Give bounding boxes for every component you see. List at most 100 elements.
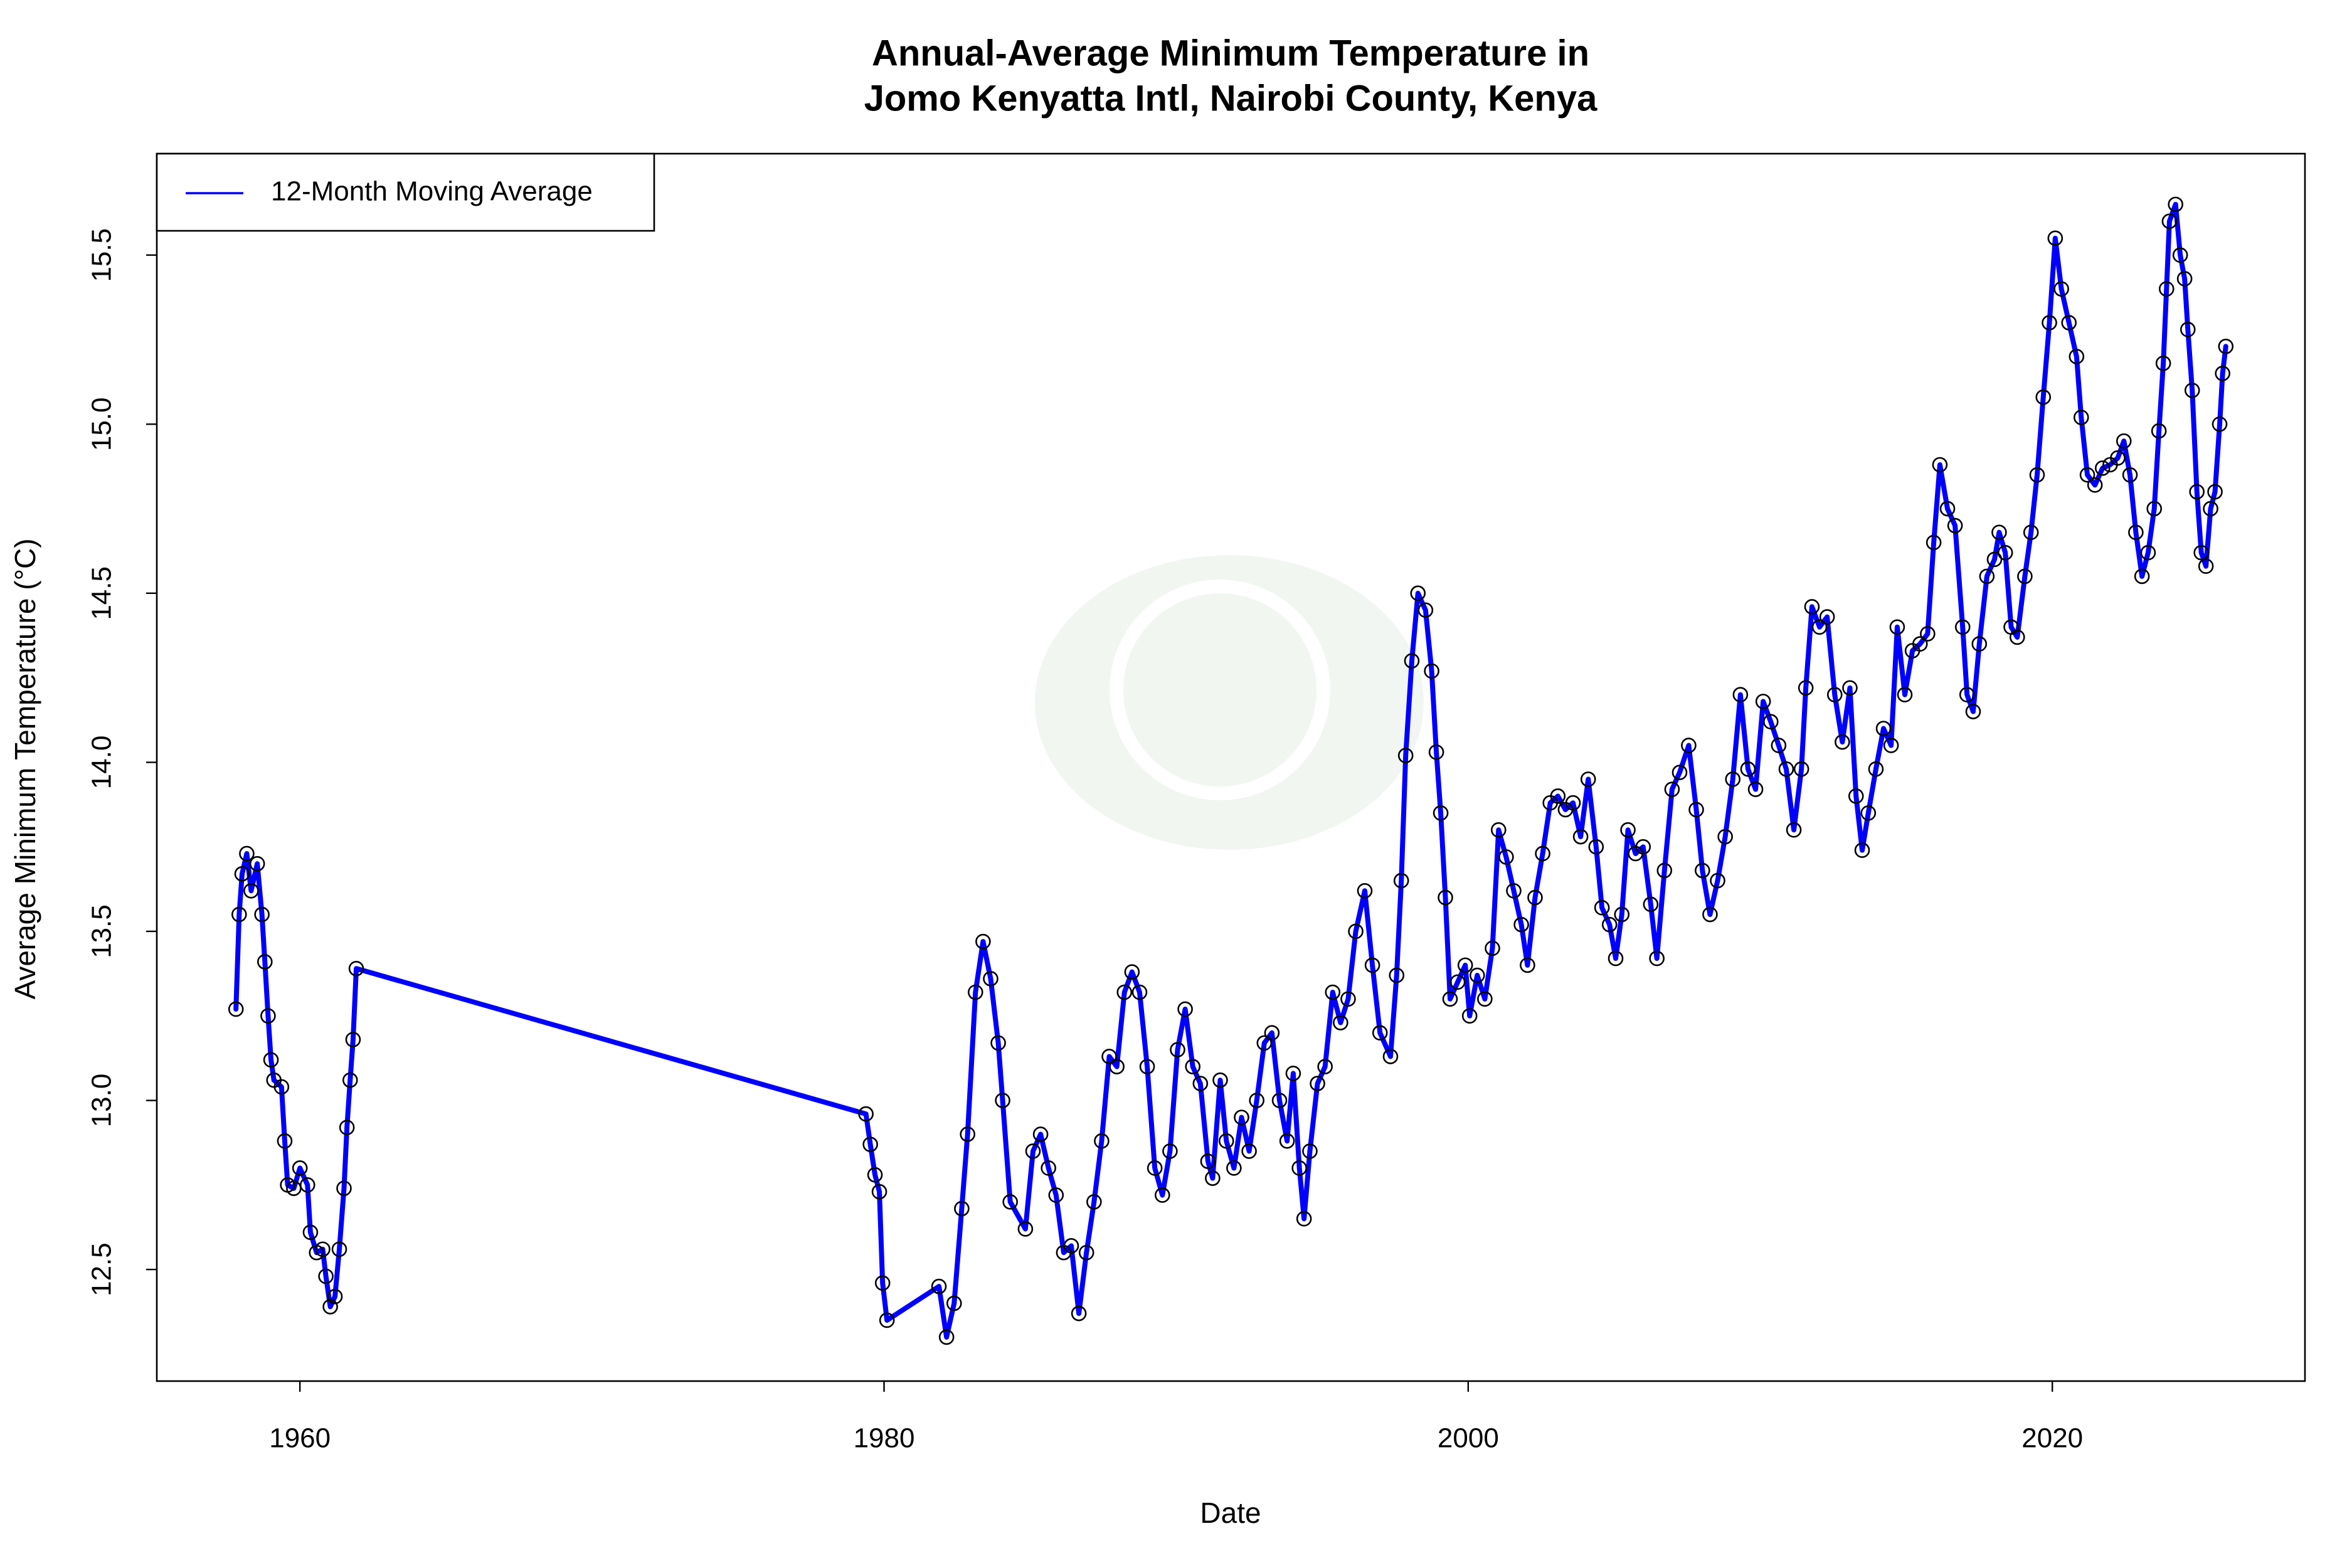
point bbox=[1778, 761, 1794, 777]
point bbox=[1131, 984, 1148, 1000]
point bbox=[1333, 1015, 1348, 1030]
point bbox=[1002, 1194, 1018, 1210]
watermark-disc bbox=[1035, 555, 1424, 850]
point bbox=[2215, 366, 2230, 381]
point bbox=[2069, 349, 2085, 364]
point bbox=[1101, 1049, 1117, 1064]
point bbox=[1710, 872, 1725, 889]
point bbox=[2184, 383, 2200, 398]
point bbox=[254, 906, 270, 923]
point bbox=[1485, 940, 1500, 956]
point bbox=[239, 845, 255, 862]
point bbox=[2203, 501, 2218, 517]
point bbox=[1959, 687, 1975, 702]
point bbox=[2212, 416, 2228, 432]
point bbox=[1124, 964, 1140, 980]
point bbox=[1932, 457, 1948, 473]
point bbox=[2047, 230, 2063, 246]
point bbox=[879, 1312, 895, 1328]
point bbox=[1755, 694, 1771, 709]
point bbox=[1404, 653, 1420, 669]
point bbox=[1979, 568, 1995, 585]
point bbox=[1954, 619, 1971, 635]
point bbox=[231, 906, 247, 923]
point bbox=[1965, 704, 1981, 719]
point bbox=[2116, 433, 2132, 449]
point bbox=[2189, 484, 2205, 500]
point bbox=[862, 1136, 878, 1152]
point bbox=[1428, 744, 1444, 760]
y-tick-label: 13.0 bbox=[87, 1074, 117, 1128]
plot-frame bbox=[156, 152, 2306, 1382]
point bbox=[1185, 1059, 1201, 1074]
x-tick-label: 1960 bbox=[269, 1423, 331, 1454]
point bbox=[1740, 761, 1756, 777]
point bbox=[983, 971, 999, 987]
point bbox=[1162, 1143, 1178, 1159]
point bbox=[1017, 1221, 1034, 1237]
point bbox=[348, 960, 364, 977]
point bbox=[1875, 721, 1892, 736]
point bbox=[2122, 467, 2138, 483]
x-tick-label: 1980 bbox=[854, 1423, 915, 1454]
markers bbox=[228, 196, 2234, 1345]
point bbox=[1449, 974, 1466, 990]
point bbox=[228, 1001, 244, 1017]
point bbox=[1364, 957, 1380, 973]
point bbox=[995, 1093, 1010, 1108]
point bbox=[2151, 423, 2167, 439]
point bbox=[2168, 196, 2184, 213]
point bbox=[315, 1241, 331, 1258]
y-tick-label: 15.0 bbox=[87, 397, 117, 451]
point bbox=[946, 1295, 962, 1311]
point bbox=[1860, 805, 1877, 821]
point bbox=[1920, 626, 1936, 642]
point bbox=[2023, 524, 2039, 541]
point bbox=[2053, 281, 2069, 297]
point bbox=[2079, 467, 2095, 483]
point bbox=[1947, 517, 1963, 534]
point bbox=[1842, 680, 1858, 696]
point bbox=[1397, 748, 1414, 763]
y-tick-label: 14.5 bbox=[87, 566, 117, 620]
point bbox=[2193, 544, 2209, 561]
point bbox=[1594, 899, 1610, 916]
point bbox=[1580, 771, 1596, 787]
point bbox=[1063, 1238, 1079, 1254]
point bbox=[1372, 1025, 1388, 1041]
point bbox=[1601, 916, 1618, 933]
point bbox=[292, 1160, 308, 1176]
point bbox=[1032, 1126, 1049, 1142]
x-axis-label: Date bbox=[1200, 1496, 1261, 1529]
point bbox=[867, 1167, 883, 1183]
point bbox=[1205, 1170, 1221, 1186]
point bbox=[1025, 1143, 1041, 1159]
point bbox=[1461, 1008, 1478, 1024]
legend-label: 12-Month Moving Average bbox=[271, 176, 593, 207]
point bbox=[1177, 1001, 1193, 1017]
point bbox=[1041, 1160, 1056, 1176]
point bbox=[1762, 714, 1779, 730]
point bbox=[1285, 1066, 1301, 1081]
point bbox=[1939, 501, 1956, 517]
point bbox=[954, 1200, 970, 1217]
point bbox=[1854, 842, 1870, 858]
point bbox=[302, 1224, 319, 1241]
watermark bbox=[1035, 555, 1424, 850]
point bbox=[1442, 991, 1458, 1007]
point bbox=[318, 1268, 334, 1285]
point bbox=[1883, 738, 1899, 753]
point bbox=[931, 1278, 947, 1295]
point bbox=[871, 1184, 887, 1200]
y-axis-label: Average Minimum Temperature (°C) bbox=[9, 538, 41, 999]
point bbox=[2198, 558, 2214, 575]
point bbox=[322, 1299, 338, 1315]
point bbox=[1241, 1143, 1257, 1159]
point bbox=[1094, 1133, 1110, 1149]
point bbox=[2180, 322, 2196, 337]
point bbox=[1926, 534, 1942, 551]
point bbox=[243, 882, 259, 899]
point bbox=[2146, 501, 2163, 517]
point bbox=[1688, 802, 1704, 818]
point bbox=[1170, 1042, 1185, 1057]
